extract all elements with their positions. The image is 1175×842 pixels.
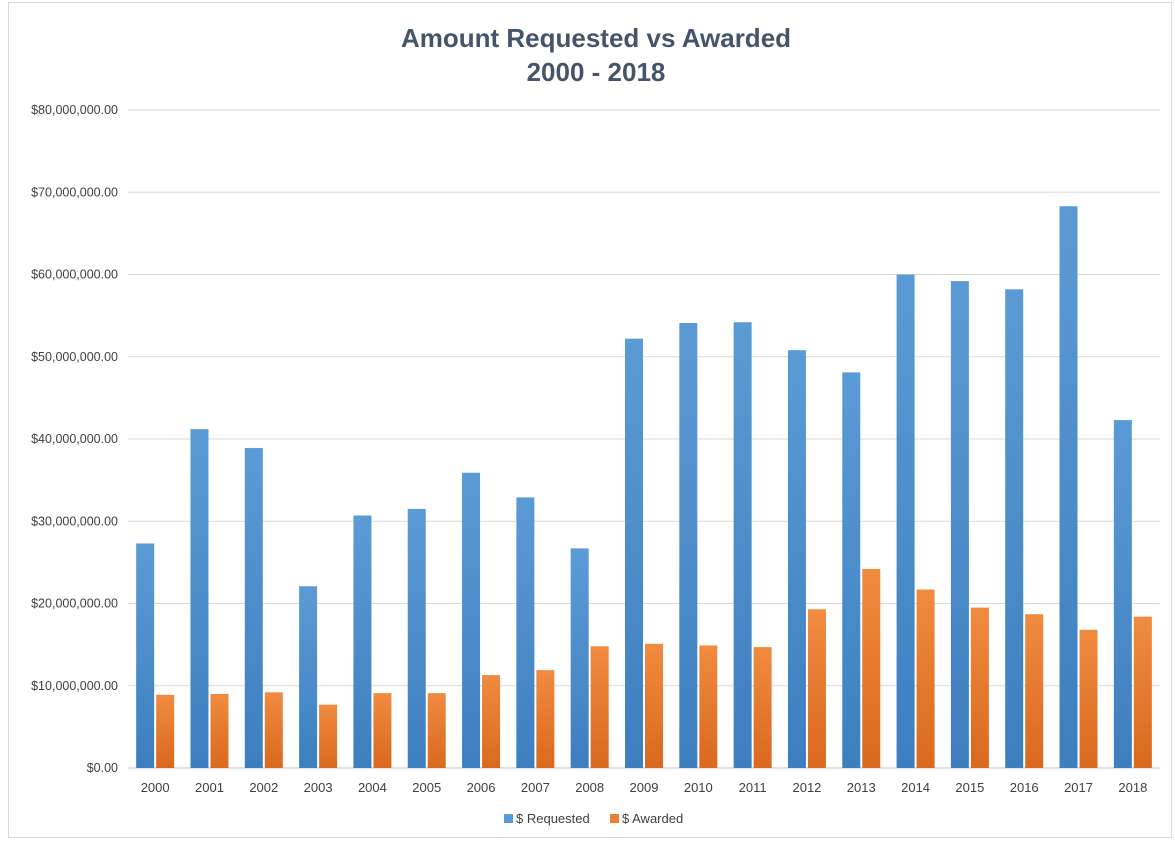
- x-tick-label: 2006: [467, 780, 496, 795]
- x-tick-label: 2018: [1118, 780, 1147, 795]
- requested-bar-2016: [1005, 289, 1024, 768]
- x-tick-label: 2000: [141, 780, 170, 795]
- requested-bar-2014: [896, 274, 915, 768]
- requested-bar-2012: [787, 350, 806, 768]
- requested-bar-2004: [353, 515, 372, 768]
- x-tick-label: 2011: [739, 780, 767, 795]
- requested-bar-2011: [733, 322, 752, 768]
- awarded-bar-2005: [427, 693, 446, 768]
- requested-bar-2001: [190, 429, 209, 768]
- y-tick-label: $30,000,000.00: [31, 514, 118, 528]
- requested-bar-2008: [570, 548, 589, 768]
- awarded-bar-2014: [916, 589, 935, 768]
- awarded-bar-2010: [699, 645, 718, 768]
- chart-title: Amount Requested vs Awarded: [401, 23, 791, 53]
- awarded-bar-2002: [264, 692, 283, 768]
- gridlines: [128, 109, 1160, 769]
- awarded-bar-2018: [1133, 616, 1152, 768]
- awarded-bar-2007: [536, 670, 555, 768]
- requested-bar-2009: [625, 338, 643, 768]
- y-tick-label: $80,000,000.00: [31, 103, 118, 117]
- requested-bar-2013: [842, 372, 861, 768]
- legend: $ Requested $ Awarded: [504, 811, 683, 826]
- awarded-bar-2011: [753, 647, 772, 768]
- x-tick-label: 2009: [630, 780, 659, 795]
- y-tick-label: $70,000,000.00: [31, 185, 118, 199]
- legend-swatch-requested: [504, 814, 513, 823]
- y-tick-label: $40,000,000.00: [31, 432, 118, 446]
- requested-bar-2000: [136, 543, 155, 768]
- x-tick-label: 2017: [1064, 780, 1093, 795]
- y-tick-label: $10,000,000.00: [31, 679, 118, 693]
- awarded-bar-2006: [482, 675, 501, 768]
- bars: [136, 206, 1152, 769]
- x-tick-label: 2003: [304, 780, 333, 795]
- awarded-bar-2000: [156, 694, 175, 768]
- x-tick-label: 2004: [358, 780, 387, 795]
- y-tick-label: $0.00: [87, 761, 118, 775]
- x-tick-label: 2012: [792, 780, 821, 795]
- y-axis-ticks: $0.00 $10,000,000.00 $20,000,000.00 $30,000…: [31, 103, 118, 775]
- awarded-bar-2004: [373, 693, 392, 768]
- requested-bar-2010: [679, 323, 698, 768]
- awarded-bar-2003: [319, 704, 338, 768]
- requested-bar-2005: [407, 508, 426, 768]
- x-tick-label: 2008: [575, 780, 604, 795]
- requested-bar-2003: [299, 586, 318, 768]
- x-tick-label: 2015: [955, 780, 984, 795]
- requested-bar-2017: [1059, 206, 1078, 769]
- y-tick-label: $50,000,000.00: [31, 350, 118, 364]
- x-tick-label: 2007: [521, 780, 550, 795]
- legend-swatch-awarded: [610, 814, 619, 823]
- x-tick-label: 2016: [1010, 780, 1039, 795]
- legend-label-requested: $ Requested: [516, 811, 590, 826]
- awarded-bar-2017: [1079, 629, 1098, 768]
- y-tick-label: $20,000,000.00: [31, 597, 118, 611]
- awarded-bar-2009: [645, 643, 663, 768]
- x-tick-label: 2001: [195, 780, 224, 795]
- x-tick-label: 2010: [684, 780, 713, 795]
- requested-bar-2018: [1113, 420, 1132, 768]
- requested-bar-2015: [950, 281, 969, 768]
- y-tick-label: $60,000,000.00: [31, 268, 118, 282]
- x-tick-label: 2005: [412, 780, 441, 795]
- x-axis-ticks: 2000 2001 2002 2003 2004 2005 2006 2007 2008 2009…: [141, 780, 1148, 795]
- x-tick-label: 2013: [847, 780, 876, 795]
- requested-bar-2007: [516, 497, 535, 768]
- awarded-bar-2001: [210, 693, 229, 768]
- chart-subtitle: 2000 - 2018: [527, 57, 666, 87]
- awarded-bar-2008: [590, 646, 609, 768]
- x-tick-label: 2014: [901, 780, 930, 795]
- x-tick-label: 2002: [249, 780, 278, 795]
- requested-bar-2006: [462, 472, 481, 768]
- awarded-bar-2015: [970, 607, 989, 768]
- awarded-bar-2016: [1025, 614, 1044, 768]
- awarded-bar-2013: [862, 568, 881, 768]
- requested-bar-2002: [244, 448, 263, 768]
- awarded-bar-2012: [807, 609, 826, 768]
- legend-label-awarded: $ Awarded: [622, 811, 683, 826]
